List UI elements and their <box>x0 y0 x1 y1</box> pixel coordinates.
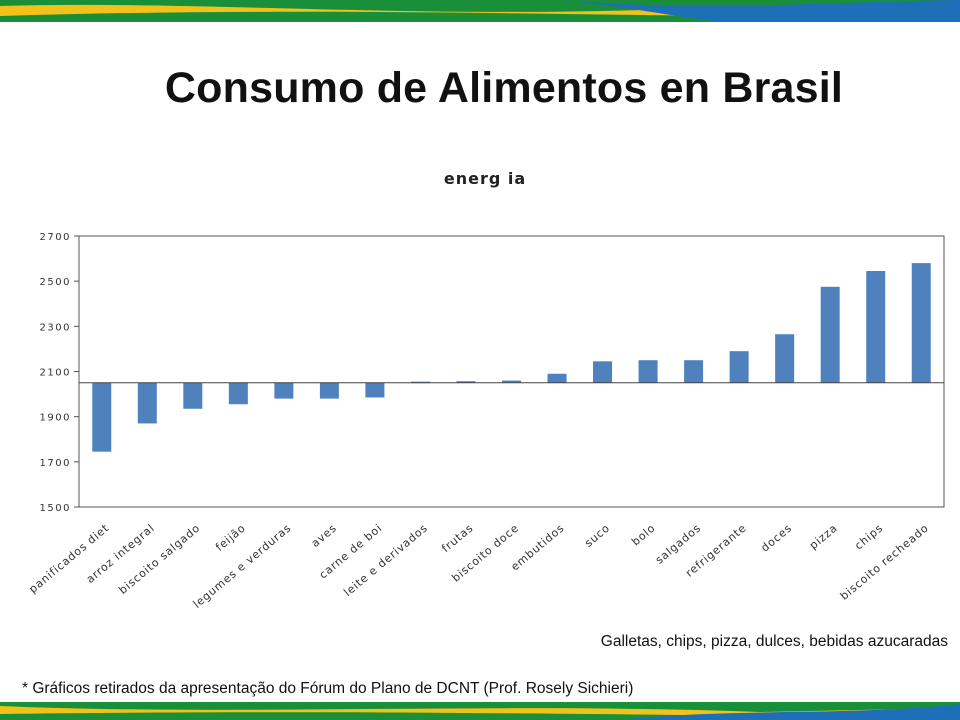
x-tick-label: aves <box>309 521 340 550</box>
bar-salgados <box>684 360 704 383</box>
bar-doces <box>775 334 795 383</box>
y-tick-label: 1900 <box>40 413 71 424</box>
slide-title: Consumo de Alimentos en Brasil <box>164 64 844 112</box>
x-tick-label: pizza <box>807 521 840 552</box>
bar-biscoito-salgado <box>183 382 203 409</box>
bar-panificados-diet <box>92 382 112 452</box>
y-tick-label: 1500 <box>40 503 71 514</box>
y-tick-label: 2300 <box>40 322 71 333</box>
source-footnote: * Gráficos retirados da apresentação do … <box>22 680 634 697</box>
y-tick-label: 2100 <box>40 368 71 379</box>
x-tick-label: leite e derivados <box>341 521 430 599</box>
x-tick-label: frutas <box>439 521 476 555</box>
bar-carne-de-boi <box>365 382 385 398</box>
bar-arroz-integral <box>137 382 157 424</box>
y-tick-label: 2500 <box>40 277 71 288</box>
bar-suco <box>593 361 613 383</box>
x-tick-label: bolo <box>629 521 658 548</box>
y-tick-label: 2700 <box>40 232 71 243</box>
x-tick-label: feijão <box>213 521 248 553</box>
x-tick-label: biscoito salgado <box>116 521 202 596</box>
bar-refrigerante <box>729 351 749 383</box>
energy-bar-chart: energ ia 1500 1700 1900 2100 2300 2500 2700 pani… <box>26 169 945 611</box>
bar-bolo <box>638 360 658 383</box>
bar-pizza <box>820 286 840 383</box>
bar-frutas <box>456 381 476 383</box>
x-tick-label: panificados diet <box>26 521 111 595</box>
chart-title: energ ia <box>444 169 526 188</box>
x-tick-label: biscoito recheado <box>838 521 931 602</box>
bar-chips <box>866 271 886 383</box>
bar-legumes-e-verduras <box>274 382 294 399</box>
plot-area <box>78 235 945 508</box>
top-banner <box>0 0 960 22</box>
food-groups-note: Galletas, chips, pizza, dulces, bebidas … <box>600 633 948 650</box>
x-tick-label: suco <box>582 521 612 549</box>
bar-feijão <box>228 382 248 405</box>
bar-aves <box>319 382 339 399</box>
x-tick-label: doces <box>758 521 794 554</box>
banner-blue-wave <box>560 0 960 22</box>
y-tick-label: 1700 <box>40 458 71 469</box>
bar-embutidos <box>547 373 567 383</box>
bar-biscoito-doce <box>502 380 521 383</box>
bar-biscoito-recheado <box>911 263 931 383</box>
banner-yellow-wave-bottom <box>0 706 960 716</box>
bottom-banner <box>0 702 960 720</box>
x-tick-label: chips <box>852 521 885 552</box>
banner-blue-wave-bottom <box>620 704 960 720</box>
